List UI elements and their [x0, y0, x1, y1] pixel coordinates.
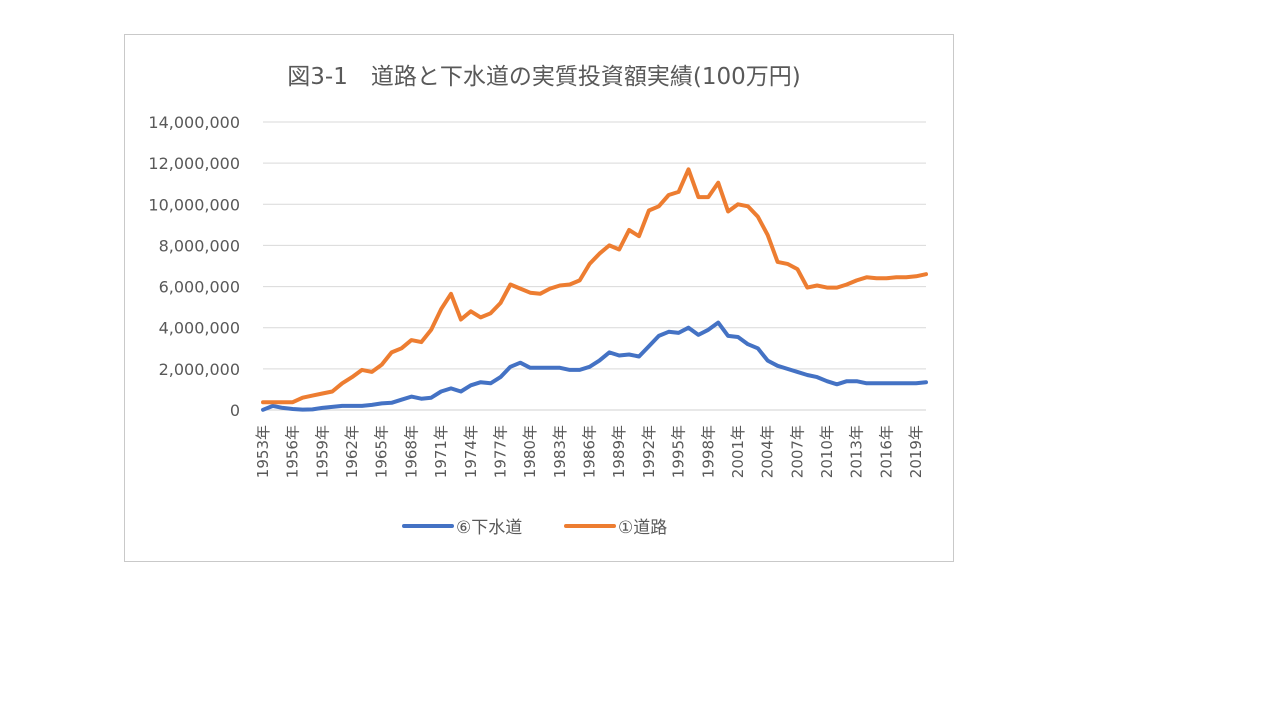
y-tick-label: 0 — [230, 401, 240, 420]
x-tick-label: 1959年 — [313, 425, 331, 478]
legend-label-1: ①道路 — [618, 518, 667, 538]
x-tick-label: 1998年 — [699, 425, 717, 478]
x-tick-label: 1989年 — [610, 425, 628, 478]
x-axis: 1953年 1956年 1959年 1962年 1965年 1968年 1971年 1974年… — [254, 425, 925, 478]
x-tick-label: 1956年 — [284, 425, 302, 478]
legend: ⑥下水道 ①道路 — [402, 518, 667, 538]
y-tick-label: 10,000,000 — [148, 195, 240, 214]
x-tick-label: 1974年 — [462, 425, 480, 478]
y-tick-label: 2,000,000 — [159, 360, 240, 379]
x-tick-label: 1986年 — [581, 425, 599, 478]
x-tick-label: 2010年 — [818, 425, 836, 478]
gridlines — [263, 121, 926, 411]
x-tick-label: 2001年 — [729, 425, 747, 478]
x-tick-label: 1953年 — [254, 425, 272, 478]
x-tick-label: 2013年 — [848, 425, 866, 478]
chart-title: 図3-1 道路と下水道の実質投資額実績(100万円) — [287, 64, 800, 90]
series-line-0 — [261, 320, 928, 412]
legend-label-0: ⑥下水道 — [456, 518, 522, 538]
x-tick-label: 1983年 — [551, 425, 569, 478]
y-tick-label: 14,000,000 — [148, 113, 240, 132]
y-tick-label: 8,000,000 — [159, 236, 240, 255]
x-tick-label: 2004年 — [759, 425, 777, 478]
x-tick-label: 1995年 — [670, 425, 688, 478]
x-tick-label: 1992年 — [640, 425, 658, 478]
x-tick-label: 2016年 — [877, 425, 895, 478]
series-line-1 — [261, 167, 928, 405]
y-tick-label: 4,000,000 — [159, 319, 240, 338]
x-tick-label: 1980年 — [521, 425, 539, 478]
x-tick-label: 1962年 — [343, 425, 361, 478]
series-lines — [261, 167, 928, 412]
x-tick-label: 1977年 — [491, 425, 509, 478]
y-tick-label: 6,000,000 — [159, 278, 240, 297]
x-tick-label: 2007年 — [788, 425, 806, 478]
x-tick-label: 1965年 — [373, 425, 391, 478]
x-tick-label: 2019年 — [907, 425, 925, 478]
x-tick-label: 1971年 — [432, 425, 450, 478]
y-tick-label: 12,000,000 — [148, 154, 240, 173]
x-tick-label: 1968年 — [402, 425, 420, 478]
y-axis: 0 2,000,000 4,000,000 6,000,000 8,000,000 10,… — [148, 113, 240, 420]
